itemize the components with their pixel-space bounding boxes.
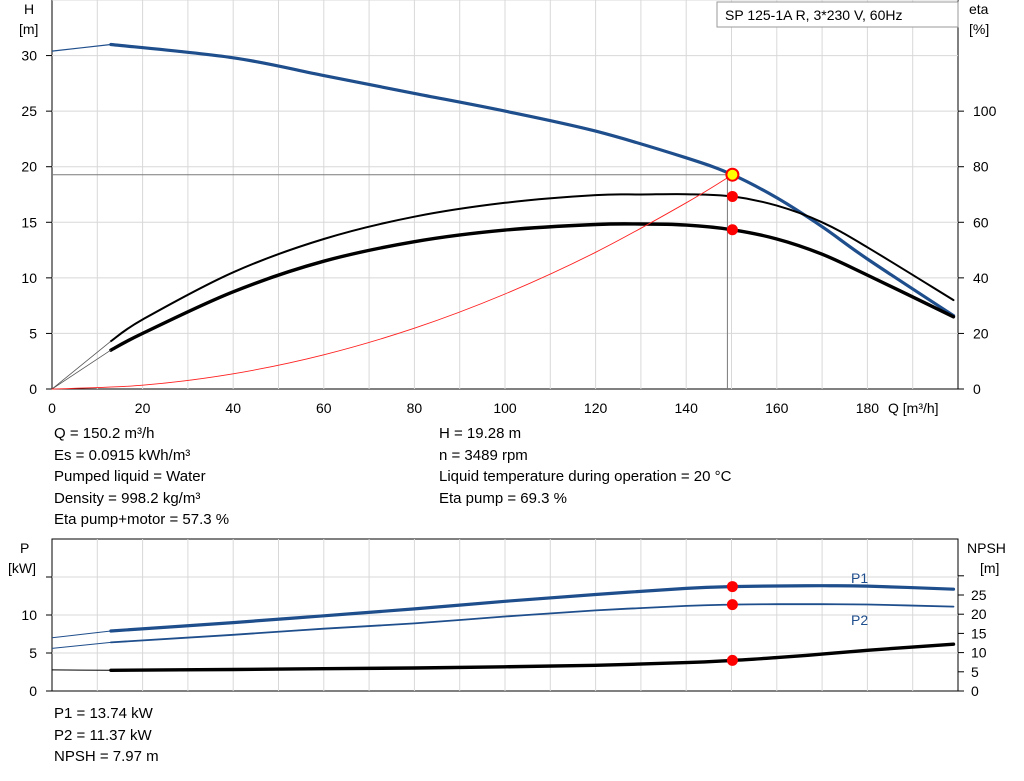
eta-axis-label: eta xyxy=(969,1,989,17)
h-curve-extension xyxy=(51,43,111,52)
eta-pump-motor-curve-extension xyxy=(51,349,112,390)
h-tick-label: 25 xyxy=(21,103,37,119)
q-tick-label: 80 xyxy=(407,400,423,416)
h-axis-label: H xyxy=(24,1,34,17)
eta-tick-label: 0 xyxy=(973,381,981,397)
info-bottom-block: P1 = 13.74 kW P2 = 11.37 kW NPSH = 7.97 … xyxy=(54,703,159,768)
p1-curve-extension xyxy=(51,630,111,639)
q-tick-label: 140 xyxy=(675,400,699,416)
eta-pump-curve xyxy=(109,193,955,343)
info-density: Density = 998.2 kg/m³ xyxy=(54,489,201,507)
info-eta-pump-motor: Eta pump+motor = 57.3 % xyxy=(54,511,230,528)
info-pumped-liquid: Pumped liquid = Water xyxy=(54,468,206,485)
chart-title: SP 125-1A R, 3*230 V, 60Hz xyxy=(725,7,902,23)
h-tick-label: 10 xyxy=(21,270,37,286)
eta-tick-label: 80 xyxy=(973,159,989,175)
info-liquid-temperature: Liquid temperature during operation = 20… xyxy=(439,468,732,485)
eta-tick-label: 100 xyxy=(973,103,997,119)
info-p2: P2 = 11.37 kW xyxy=(54,726,152,744)
q-tick-label: 100 xyxy=(493,400,517,416)
eta-axis-unit: [%] xyxy=(969,21,989,37)
npsh-tick-label: 25 xyxy=(971,587,987,603)
info-eta-pump: Eta pump = 69.3 % xyxy=(439,489,567,507)
q-tick-label: 0 xyxy=(48,400,56,416)
h-axis-unit: [m] xyxy=(19,21,38,37)
p-axis-label: P xyxy=(20,540,29,556)
info-right-block: H = 19.28 m n = 3489 rpm Liquid temperat… xyxy=(439,423,731,509)
npsh-duty-marker xyxy=(726,654,738,666)
eta-tick-label: 20 xyxy=(973,325,989,341)
p-tick-label: 5 xyxy=(29,645,37,661)
h-curve xyxy=(109,42,956,318)
q-tick-label: 20 xyxy=(135,400,151,416)
npsh-tick-label: 5 xyxy=(971,664,979,680)
chart-title-box xyxy=(716,1,959,28)
npsh-tick-label: 15 xyxy=(971,625,987,641)
p1-duty-marker xyxy=(726,581,738,593)
p1-series-label: P1 xyxy=(851,570,868,586)
eta-total-duty-marker xyxy=(726,224,738,236)
power-chart-ticks: 0 5 10 0 5 10 15 20 25 xyxy=(21,575,987,699)
info-specific-energy: Es = 0.0915 kWh/m³ xyxy=(54,446,191,464)
p-axis-unit: [kW] xyxy=(8,560,36,576)
q-tick-label: 60 xyxy=(316,400,332,416)
info-left-block: Q = 150.2 m³/h Es = 0.0915 kWh/m³ Pumped… xyxy=(54,423,229,531)
p2-curve-extension xyxy=(51,641,111,649)
eta-pump-motor-curve xyxy=(109,222,956,352)
power-chart-curves xyxy=(51,581,956,672)
npsh-tick-label: 0 xyxy=(971,683,979,699)
eta-pump-curve-extension xyxy=(51,340,112,390)
q-tick-label: 40 xyxy=(225,400,241,416)
q-axis-label: Q [m³/h] xyxy=(888,400,939,416)
npsh-curve xyxy=(109,642,956,672)
h-tick-label: 0 xyxy=(29,381,37,397)
p2-curve xyxy=(110,603,955,644)
npsh-axis-unit: [m] xyxy=(980,560,999,576)
h-tick-label: 5 xyxy=(29,325,37,341)
npsh-tick-label: 20 xyxy=(971,606,987,622)
npsh-tick-label: 10 xyxy=(971,645,987,661)
h-tick-label: 20 xyxy=(21,159,37,175)
eta-pump-duty-marker xyxy=(726,190,738,202)
eta-tick-label: 60 xyxy=(973,214,989,230)
p2-series-label: P2 xyxy=(851,612,868,628)
duty-point-marker xyxy=(725,167,740,182)
p-tick-label: 0 xyxy=(29,683,37,699)
info-npsh: NPSH = 7.97 m xyxy=(54,748,159,765)
info-p1: P1 = 13.74 kW xyxy=(54,705,153,722)
p1-curve xyxy=(109,584,956,633)
npsh-axis-label: NPSH xyxy=(967,540,1006,556)
main-chart-grid xyxy=(51,0,959,390)
h-tick-label: 30 xyxy=(21,48,37,64)
info-head: H = 19.28 m xyxy=(439,425,522,442)
h-tick-label: 15 xyxy=(21,214,37,230)
info-speed: n = 3489 rpm xyxy=(439,446,528,464)
q-tick-label: 120 xyxy=(584,400,608,416)
main-chart-curves xyxy=(51,42,956,390)
system-curve-curve xyxy=(51,174,733,390)
p-tick-label: 10 xyxy=(21,607,37,623)
info-flow: Q = 150.2 m³/h xyxy=(54,425,155,442)
p2-duty-marker xyxy=(726,599,738,611)
q-tick-label: 160 xyxy=(765,400,789,416)
eta-tick-label: 40 xyxy=(973,270,989,286)
main-chart-ticks: 0 20 40 60 80 100 120 140 160 180 0 5 10 15 20 25 30 0 20 4… xyxy=(21,48,996,416)
q-tick-label: 180 xyxy=(856,400,880,416)
